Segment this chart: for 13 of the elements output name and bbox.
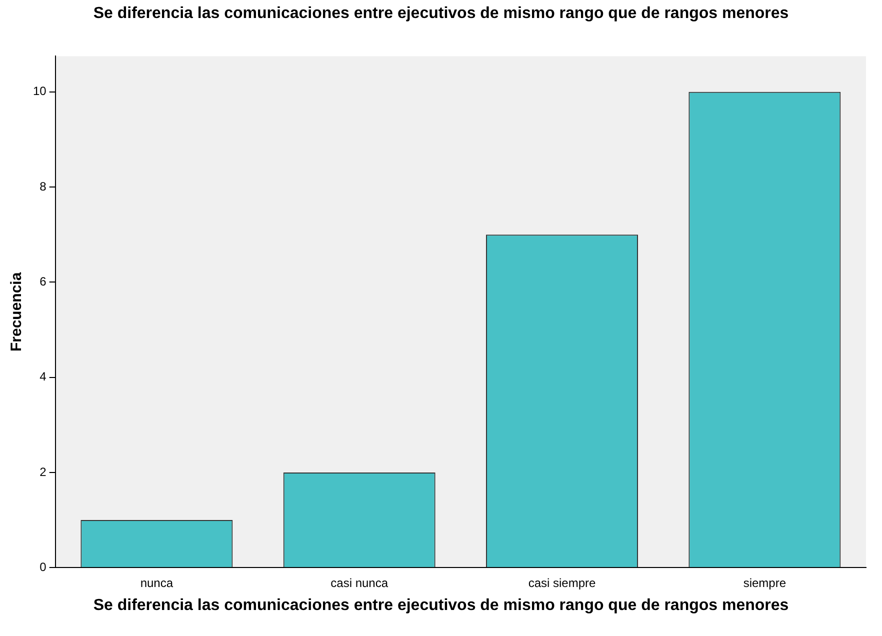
x-tick-label: nunca — [140, 576, 174, 590]
y-tick-label: 10 — [32, 84, 47, 98]
y-tick-label: 4 — [40, 370, 47, 384]
x-axis-title: Se diferencia las comunicaciones entre ejecutivos de mismo rango que de rangos menores — [92, 596, 790, 614]
x-tick-label: casi nunca — [330, 576, 388, 590]
y-tick-label: 6 — [40, 274, 47, 288]
x-tick-label: siempre — [743, 576, 786, 590]
x-tick-label: casi siempre — [528, 576, 596, 590]
y-axis-title: Frecuencia — [8, 272, 26, 352]
y-tick-label: 0 — [40, 560, 47, 574]
y-tick-label: 8 — [40, 179, 47, 194]
y-tick-label: 2 — [40, 464, 47, 479]
chart-title: Se diferencia las comunicaciones entre ejecutivos de mismo rango que de rangos menores — [92, 4, 790, 24]
